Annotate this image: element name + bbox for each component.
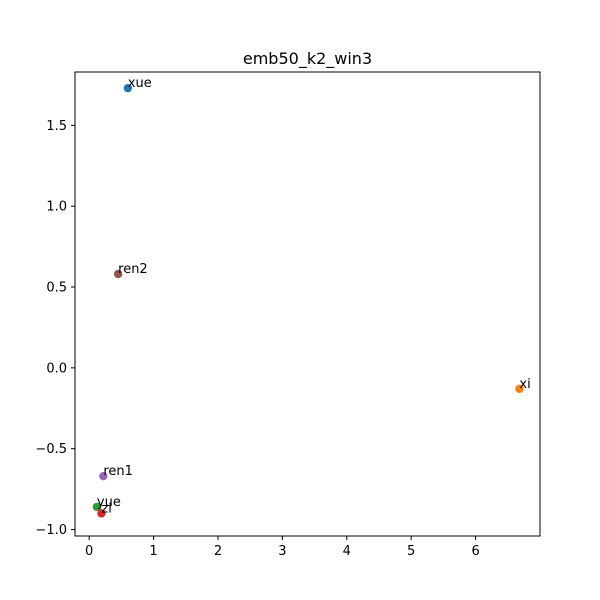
y-tick-label: 0.5 bbox=[46, 281, 67, 296]
data-point-yue bbox=[92, 502, 102, 512]
data-point-xue bbox=[123, 83, 133, 93]
y-tick-label: 0.0 bbox=[46, 361, 67, 376]
x-tick-label: 5 bbox=[407, 544, 415, 559]
data-point-ren2 bbox=[113, 269, 123, 279]
point-label-ren1: ren1 bbox=[103, 464, 133, 479]
axis-ticks: 0 1 2 3 4 5 6 −1.0 −0.5 0.0 0.5 1.0 1.5 bbox=[35, 119, 479, 559]
point-label-zi: zi bbox=[101, 501, 111, 516]
x-tick-label: 6 bbox=[471, 544, 479, 559]
y-tick-label: −0.5 bbox=[35, 442, 67, 457]
y-tick-label: −1.0 bbox=[35, 523, 67, 538]
x-tick-label: 2 bbox=[214, 544, 222, 559]
x-tick-label: 3 bbox=[278, 544, 286, 559]
x-tick-label: 4 bbox=[343, 544, 351, 559]
point-label-xi: xi bbox=[519, 377, 530, 392]
data-point-ren1 bbox=[99, 471, 108, 481]
y-tick-label: 1.0 bbox=[46, 200, 67, 215]
plot-area-frame bbox=[74, 71, 541, 537]
data-point-xi bbox=[515, 384, 524, 394]
point-label-yue: yue bbox=[97, 495, 121, 510]
y-tick-label: 1.5 bbox=[46, 119, 67, 134]
x-tick-label: 0 bbox=[85, 544, 93, 559]
point-label-ren2: ren2 bbox=[118, 262, 148, 277]
chart-title: emb50_k2_win3 bbox=[243, 49, 372, 69]
x-tick-label: 1 bbox=[149, 544, 157, 559]
point-label-xue: xue bbox=[128, 76, 152, 91]
data-point-zi bbox=[97, 509, 106, 518]
data-points bbox=[92, 83, 524, 518]
